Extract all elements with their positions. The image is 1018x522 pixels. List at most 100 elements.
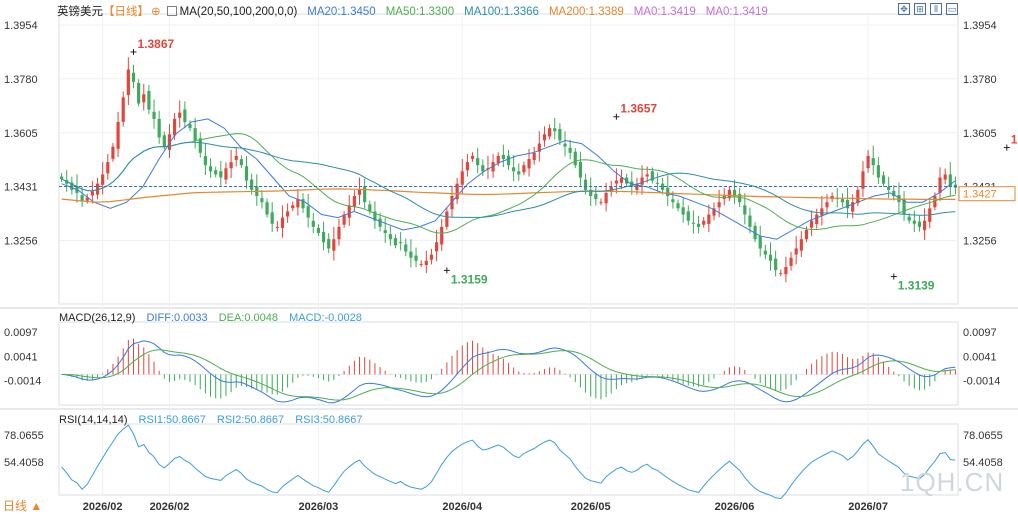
window-icon[interactable]: ▭ bbox=[946, 3, 958, 15]
candle-up bbox=[496, 155, 500, 164]
candle-up bbox=[332, 239, 336, 251]
candle-up bbox=[851, 202, 855, 212]
toolbar: ✥ ⊞ ⫴ ▭ bbox=[898, 3, 958, 15]
candle-down bbox=[748, 215, 752, 227]
candle-down bbox=[589, 189, 593, 197]
expand-icon[interactable]: ✥ bbox=[898, 3, 910, 15]
ma50-line bbox=[61, 133, 956, 234]
candle-down bbox=[219, 171, 223, 178]
rsi1-value: RSI1:50.8667 bbox=[138, 414, 206, 426]
candle-up bbox=[712, 208, 716, 216]
candle-up bbox=[645, 174, 649, 177]
candle-up bbox=[537, 143, 541, 152]
candle-down bbox=[476, 158, 480, 166]
candle-down bbox=[306, 206, 310, 218]
candle-down bbox=[265, 202, 269, 215]
candle-up bbox=[460, 171, 464, 185]
rsi-tick-label-right: 54.4058 bbox=[963, 457, 1003, 469]
circle-plus-icon[interactable]: ⊕ bbox=[151, 6, 161, 18]
candle-up bbox=[440, 226, 444, 245]
candle-down bbox=[188, 124, 192, 129]
candle-up bbox=[291, 205, 295, 209]
rsi-line bbox=[61, 424, 956, 500]
rsi-tick-label-left: 54.4058 bbox=[4, 457, 44, 469]
price-tick-label-right: 1.3256 bbox=[963, 235, 997, 247]
candle-up bbox=[275, 226, 279, 228]
candle-down bbox=[162, 135, 166, 147]
candle-up bbox=[861, 171, 865, 189]
candle-up bbox=[866, 155, 870, 169]
candle-down bbox=[661, 183, 665, 190]
annotation-label: 1.3139 bbox=[898, 279, 935, 293]
candle-up bbox=[799, 239, 803, 251]
candle-up bbox=[116, 121, 120, 149]
ma20-value: MA20:1.3450 bbox=[307, 6, 376, 18]
candle-down bbox=[753, 225, 757, 240]
ma100-line bbox=[61, 141, 956, 218]
candle-down bbox=[59, 176, 64, 180]
candle-up bbox=[542, 134, 547, 141]
candle-down bbox=[506, 155, 511, 166]
candle-up bbox=[352, 196, 356, 207]
candle-down bbox=[517, 171, 521, 175]
candle-down bbox=[738, 193, 742, 203]
line-chart-icon[interactable]: ⫴ bbox=[930, 3, 942, 15]
macd-tick-label-left: -0.0014 bbox=[4, 376, 41, 388]
candle-down bbox=[373, 211, 377, 221]
candle-down bbox=[131, 72, 136, 82]
candle-up bbox=[142, 94, 146, 103]
candle-up bbox=[167, 134, 172, 150]
ma50-value: MA50:1.3300 bbox=[385, 6, 455, 18]
candle-down bbox=[676, 203, 680, 209]
crosshair-icon[interactable]: ⊞ bbox=[914, 3, 926, 15]
candle-up bbox=[527, 159, 531, 169]
ma0b-value: MA0:1.3419 bbox=[705, 6, 768, 18]
ma0a-value: MA0:1.3419 bbox=[633, 6, 696, 18]
candle-down bbox=[758, 235, 762, 249]
candle-down bbox=[594, 193, 598, 200]
candle-down bbox=[568, 147, 572, 153]
rsi-params: RSI(14,14,14) bbox=[59, 414, 128, 426]
candle-down bbox=[871, 158, 875, 166]
ma200-line bbox=[61, 188, 956, 203]
candle-up bbox=[820, 208, 824, 216]
candle-down bbox=[414, 255, 418, 261]
candle-down bbox=[198, 138, 202, 153]
candle-down bbox=[383, 230, 387, 234]
candle-down bbox=[763, 250, 767, 255]
candle-up bbox=[470, 155, 475, 159]
candle-down bbox=[948, 174, 952, 187]
candle-up bbox=[172, 118, 177, 136]
rsi3-value: RSI3:50.8667 bbox=[295, 414, 363, 426]
candle-up bbox=[229, 162, 233, 169]
candle-down bbox=[147, 90, 151, 110]
candle-up bbox=[599, 202, 603, 204]
candle-up bbox=[707, 214, 711, 224]
candle-up bbox=[434, 242, 439, 252]
candle-up bbox=[784, 266, 788, 275]
candle-up bbox=[548, 128, 552, 137]
last-price-tag bbox=[958, 186, 1016, 202]
candle-down bbox=[845, 200, 850, 209]
candle-up bbox=[640, 177, 644, 185]
candle-down bbox=[768, 254, 773, 261]
time-tick-label: 2026/05 bbox=[571, 501, 611, 513]
candle-down bbox=[666, 187, 670, 197]
candle-down bbox=[696, 223, 701, 227]
candle-up bbox=[804, 229, 809, 240]
period-label[interactable]: 【日线】 bbox=[103, 6, 149, 18]
candle-down bbox=[203, 156, 208, 166]
candle-down bbox=[193, 128, 197, 141]
candle-down bbox=[399, 242, 403, 244]
candle-down bbox=[681, 207, 685, 215]
price-panel-frame bbox=[58, 13, 959, 305]
candle-down bbox=[311, 220, 315, 227]
macd-tick-label-left: 0.0041 bbox=[4, 352, 38, 364]
candle-down bbox=[239, 159, 243, 166]
period-selector[interactable]: 日线 ▲ bbox=[3, 499, 43, 513]
candle-down bbox=[363, 186, 367, 203]
candle-down bbox=[743, 205, 747, 215]
candle-down bbox=[393, 238, 398, 246]
